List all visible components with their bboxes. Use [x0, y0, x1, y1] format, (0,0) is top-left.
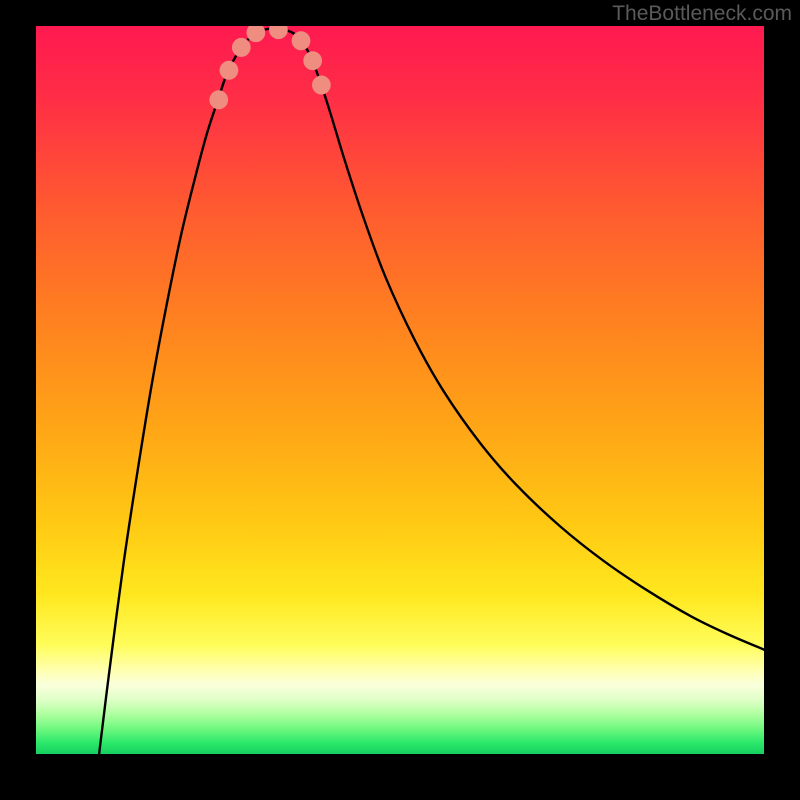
bottleneck-curve: [98, 29, 764, 764]
marker-dot: [292, 32, 310, 50]
marker-dot: [312, 76, 330, 94]
marker-dot: [304, 52, 322, 70]
curve-markers: [210, 26, 331, 109]
chart-frame: [0, 0, 800, 800]
marker-dot: [232, 38, 250, 56]
plot-area: [36, 26, 764, 764]
marker-dot: [220, 61, 238, 79]
watermark-text: TheBottleneck.com: [612, 2, 792, 26]
marker-dot: [247, 26, 265, 42]
marker-dot: [269, 26, 287, 39]
marker-dot: [210, 91, 228, 109]
curve-layer: [36, 26, 764, 764]
